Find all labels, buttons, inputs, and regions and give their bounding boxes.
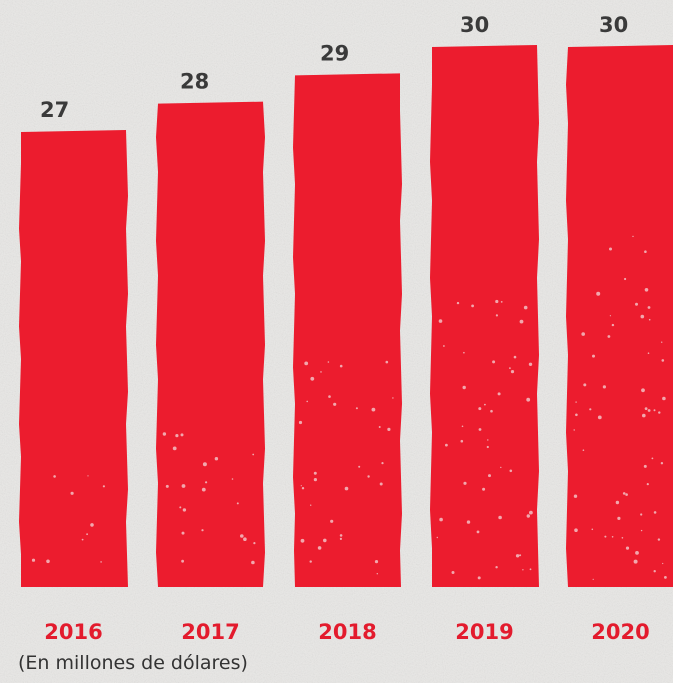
bar-2020 [566, 45, 673, 587]
category-label-2018: 2018 [318, 620, 376, 644]
category-label-2019: 2019 [455, 620, 513, 644]
value-label-2019: 30 [460, 13, 489, 37]
unit-note: (En millones de dólares) [18, 652, 248, 674]
category-label-2020: 2020 [591, 620, 649, 644]
bar-2019 [430, 45, 539, 587]
bar-texture-2020 [573, 235, 667, 581]
category-label-2017: 2017 [181, 620, 239, 644]
bar-2018 [293, 73, 402, 587]
bar-2017 [156, 101, 265, 587]
category-label-2016: 2016 [44, 620, 102, 644]
value-label-2017: 28 [180, 70, 209, 94]
value-label-2016: 27 [40, 98, 69, 122]
bar-texture-2016 [31, 475, 105, 564]
value-label-2020: 30 [599, 13, 628, 37]
bar-texture-2019 [436, 299, 533, 580]
value-label-2018: 29 [320, 41, 349, 65]
bar-texture-2018 [298, 360, 394, 575]
bar-2016 [19, 129, 128, 588]
bar-texture-2017 [162, 432, 256, 565]
